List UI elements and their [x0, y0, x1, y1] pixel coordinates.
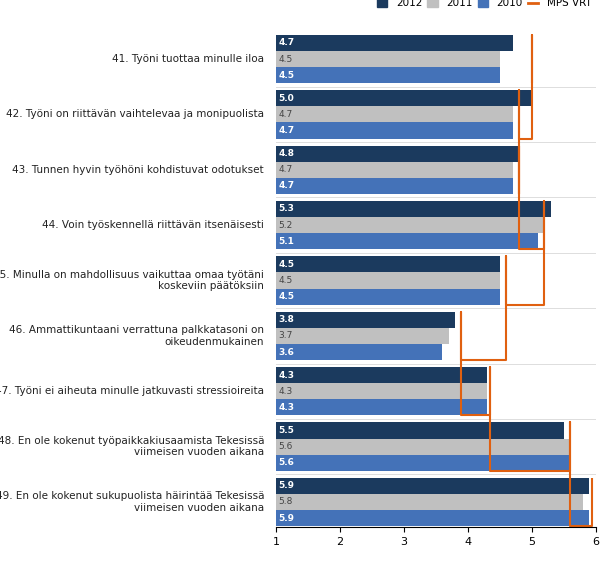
Text: 5.6: 5.6	[278, 442, 293, 451]
Bar	[276, 367, 487, 383]
Text: 5.8: 5.8	[278, 498, 293, 507]
Bar	[276, 107, 513, 122]
Bar	[276, 162, 513, 178]
Text: 4.7: 4.7	[278, 126, 294, 135]
Bar	[276, 51, 500, 67]
Bar	[276, 201, 551, 217]
Bar	[276, 178, 513, 194]
Bar	[276, 67, 500, 83]
Bar	[276, 145, 519, 162]
Text: 4.5: 4.5	[278, 54, 292, 63]
Bar	[276, 328, 449, 344]
Text: 4.5: 4.5	[278, 276, 292, 285]
Bar	[276, 35, 513, 51]
Text: 4.7: 4.7	[278, 110, 292, 119]
Text: 45. Minulla on mahdollisuus vaikuttaa omaa työtäni
koskeviin päätöksiin: 45. Minulla on mahdollisuus vaikuttaa om…	[0, 270, 264, 291]
Text: 46. Ammattikuntaani verrattuna palkkatasoni on
oikeudenmukainen: 46. Ammattikuntaani verrattuna palkkatas…	[9, 325, 264, 347]
Bar	[276, 478, 589, 494]
Text: 3.6: 3.6	[278, 347, 294, 356]
Text: 43. Tunnen hyvin työhöni kohdistuvat odotukset: 43. Tunnen hyvin työhöni kohdistuvat odo…	[12, 165, 264, 175]
Bar	[276, 439, 570, 454]
Text: 5.2: 5.2	[278, 220, 292, 229]
Text: 4.3: 4.3	[278, 387, 292, 396]
Text: 42. Työni on riittävän vaihtelevaa ja monipuolista: 42. Työni on riittävän vaihtelevaa ja mo…	[6, 109, 264, 119]
Text: 4.8: 4.8	[278, 149, 294, 158]
Text: 4.5: 4.5	[278, 260, 294, 269]
Bar	[276, 494, 583, 510]
Text: 5.6: 5.6	[278, 458, 294, 467]
Bar	[276, 312, 455, 328]
Text: 48. En ole kokenut työpaikkakiusaamista Tekesissä
viimeisen vuoden aikana: 48. En ole kokenut työpaikkakiusaamista …	[0, 436, 264, 457]
Text: 4.3: 4.3	[278, 403, 294, 412]
Bar	[276, 510, 589, 526]
Bar	[276, 217, 545, 233]
Bar	[276, 90, 532, 107]
Text: 4.5: 4.5	[278, 71, 294, 80]
Bar	[276, 383, 487, 399]
Bar	[276, 454, 570, 471]
Text: 4.7: 4.7	[278, 38, 294, 47]
Bar	[276, 256, 500, 273]
Bar	[276, 122, 513, 139]
Text: 44. Voin työskennellä riittävän itsenäisesti: 44. Voin työskennellä riittävän itsenäis…	[42, 220, 264, 230]
Text: 3.8: 3.8	[278, 315, 294, 324]
Text: 3.7: 3.7	[278, 332, 293, 341]
Text: 49. En ole kokenut sukupuolista häirintää Tekesissä
viimeisen vuoden aikana: 49. En ole kokenut sukupuolista häirintä…	[0, 491, 264, 513]
Text: 4.3: 4.3	[278, 371, 294, 380]
Text: 5.3: 5.3	[278, 205, 294, 214]
Text: 5.9: 5.9	[278, 481, 294, 490]
Text: 5.9: 5.9	[278, 514, 294, 523]
Legend: 2012, 2011, 2010, MPS VRT: 2012, 2011, 2010, MPS VRT	[373, 0, 596, 12]
Text: 4.7: 4.7	[278, 181, 294, 190]
Text: 5.5: 5.5	[278, 426, 294, 435]
Text: 5.1: 5.1	[278, 237, 294, 246]
Text: 5.0: 5.0	[278, 94, 294, 103]
Text: 41. Työni tuottaa minulle iloa: 41. Työni tuottaa minulle iloa	[112, 54, 264, 64]
Bar	[276, 288, 500, 305]
Text: 47. Työni ei aiheuta minulle jatkuvasti stressioireita: 47. Työni ei aiheuta minulle jatkuvasti …	[0, 386, 264, 396]
Bar	[276, 344, 442, 360]
Bar	[276, 422, 564, 439]
Bar	[276, 273, 500, 288]
Text: 4.5: 4.5	[278, 292, 294, 301]
Bar	[276, 399, 487, 416]
Bar	[276, 233, 538, 249]
Text: 4.7: 4.7	[278, 165, 292, 174]
